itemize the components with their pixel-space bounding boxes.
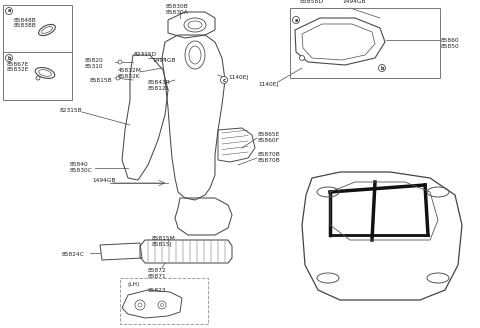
Circle shape (138, 303, 142, 307)
Text: b: b (7, 55, 11, 60)
Text: 82315B: 82315B (60, 108, 83, 113)
Text: c: c (223, 77, 226, 83)
Circle shape (116, 76, 120, 80)
Circle shape (36, 76, 40, 80)
Text: (LH): (LH) (128, 282, 140, 287)
Text: 85872
85871: 85872 85871 (148, 268, 167, 279)
Circle shape (379, 65, 385, 72)
Bar (290, 8, 440, 78)
Text: 85870B
85870B: 85870B 85870B (258, 152, 281, 163)
Text: 85815M
85815J: 85815M 85815J (152, 236, 176, 247)
Circle shape (220, 76, 228, 84)
Text: 1494GB: 1494GB (92, 178, 116, 183)
Circle shape (5, 8, 12, 14)
Text: 45832M
85832K: 45832M 85832K (118, 68, 142, 79)
Text: a: a (294, 17, 298, 23)
Text: 1494GB: 1494GB (152, 58, 176, 63)
Text: 85858D: 85858D (300, 0, 324, 4)
Text: a: a (7, 9, 11, 13)
Text: 82315D: 82315D (134, 52, 157, 57)
Circle shape (160, 303, 164, 306)
Text: 85838B: 85838B (14, 23, 37, 28)
Text: 1494GB: 1494GB (342, 0, 365, 4)
Text: 85824C: 85824C (62, 252, 85, 257)
Text: 85832E: 85832E (7, 67, 29, 72)
Circle shape (135, 300, 145, 310)
Circle shape (158, 301, 166, 309)
Text: 85843R
85812L: 85843R 85812L (148, 80, 171, 91)
Text: 1140EJ: 1140EJ (228, 75, 248, 80)
Text: 85867E: 85867E (7, 62, 29, 67)
Circle shape (300, 55, 304, 60)
Bar (3, 5, 72, 100)
Text: 1140EJ: 1140EJ (258, 82, 278, 87)
Text: 85815B: 85815B (90, 78, 113, 83)
Circle shape (292, 16, 300, 24)
Text: 85865E
85860F: 85865E 85860F (258, 132, 280, 143)
Text: b: b (380, 66, 384, 71)
Text: 65823: 65823 (148, 288, 167, 293)
Text: 85848B: 85848B (14, 18, 37, 23)
Bar (120, 278, 208, 324)
Text: 85820
85310: 85820 85310 (85, 58, 104, 69)
Text: 85830B
85830A: 85830B 85830A (166, 4, 189, 15)
Circle shape (118, 60, 122, 64)
Text: 85860
85850: 85860 85850 (441, 38, 460, 49)
Circle shape (5, 54, 12, 62)
Text: 85840
85830C: 85840 85830C (70, 162, 93, 173)
